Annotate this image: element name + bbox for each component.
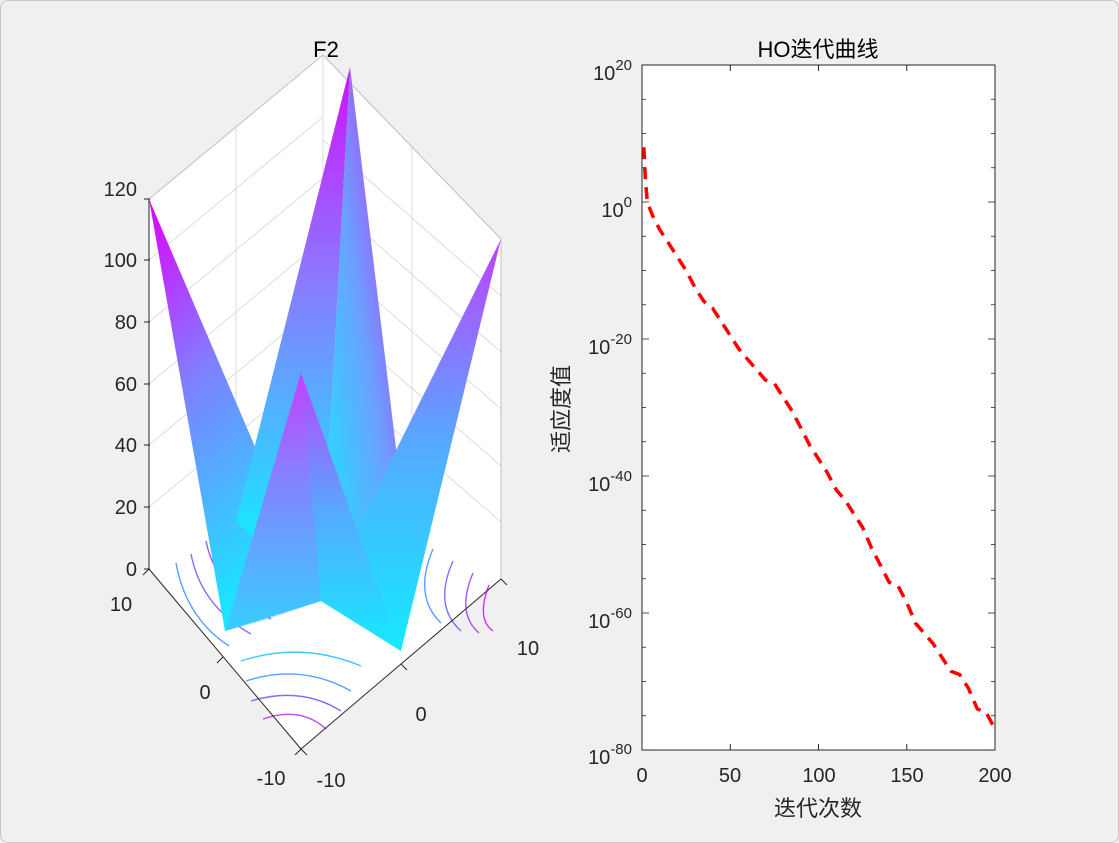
- z-tick-label: 20: [115, 497, 137, 519]
- y-axis-label: 适应度值: [549, 365, 574, 453]
- x-tick-label: 150: [890, 765, 923, 787]
- z-tick-label: 100: [104, 250, 137, 272]
- fitness-curve: [642, 147, 997, 731]
- y-axis: [142, 568, 302, 756]
- x-tick-label: 10: [517, 638, 539, 660]
- y-tick-label: 0: [199, 682, 210, 704]
- y-tick-exponent: 20: [615, 57, 632, 74]
- surface-facet-front-left: [225, 373, 321, 631]
- y-tick-label: -10: [257, 768, 286, 790]
- z-tick-label: 80: [115, 312, 137, 334]
- z-tick-label: 60: [115, 374, 137, 396]
- x-tick-label: 0: [636, 765, 647, 787]
- x-tick-label: 100: [802, 765, 835, 787]
- y-tick-exponent: 0: [624, 194, 632, 211]
- x-tick-label: -10: [317, 770, 346, 792]
- surface-facet-back-center-right: [321, 67, 406, 601]
- x-axis-label: 迭代次数: [774, 796, 862, 821]
- y-tick-exponent: -20: [610, 331, 632, 348]
- y-tick-exponent: -40: [610, 468, 632, 485]
- surface-title: F2: [313, 37, 339, 62]
- y-tick-label: 10-40: [588, 468, 632, 496]
- y-tick-label: 10-60: [588, 605, 632, 633]
- z-tick-label: 120: [104, 179, 137, 201]
- y-tick-label: 100: [601, 194, 632, 222]
- surface-facet-right: [321, 239, 501, 651]
- z-tick-label: 40: [115, 435, 137, 457]
- z-tick-labels: 0 20 40 60 80 100 120: [104, 179, 137, 581]
- y-tick-label: 10: [110, 594, 132, 616]
- x-tick-label: 0: [415, 704, 426, 726]
- x-tick-label: 50: [719, 765, 741, 787]
- z-axis: [144, 198, 150, 570]
- y-tick-label: 1020: [593, 57, 632, 85]
- convergence-plot: 1020 100 10-20 10-40 10-60 10-80 0 50 10…: [549, 37, 1012, 821]
- y-minor-ticks: [642, 64, 995, 751]
- y-tick-label: 10-80: [588, 741, 632, 769]
- z-tick-label: 0: [126, 559, 137, 581]
- y-tick-exponent: -60: [610, 605, 632, 622]
- x-tick-label: 200: [978, 765, 1011, 787]
- surface-plot: 0 20 40 60 80 100 120 10 0 -10 -10: [104, 37, 540, 792]
- y-tick-exponent: -80: [610, 741, 632, 758]
- x-tick-labels: -10 0 10: [317, 638, 540, 792]
- convergence-title: HO迭代曲线: [757, 37, 878, 62]
- plot-area: [641, 64, 996, 751]
- y-tick-label: 10-20: [588, 331, 632, 359]
- y-tick-labels: 10 0 -10: [110, 594, 286, 790]
- x-axis: [300, 578, 508, 756]
- x-ticks: [641, 65, 996, 750]
- surface-facet-front-tip: [225, 373, 321, 631]
- surface-facet-front-right: [301, 373, 401, 651]
- y-tick-labels-log: 1020 100 10-20 10-40 10-60 10-80: [588, 57, 632, 769]
- surface-contours: [175, 540, 494, 730]
- x-tick-labels-right: 0 50 100 150 200: [636, 765, 1011, 787]
